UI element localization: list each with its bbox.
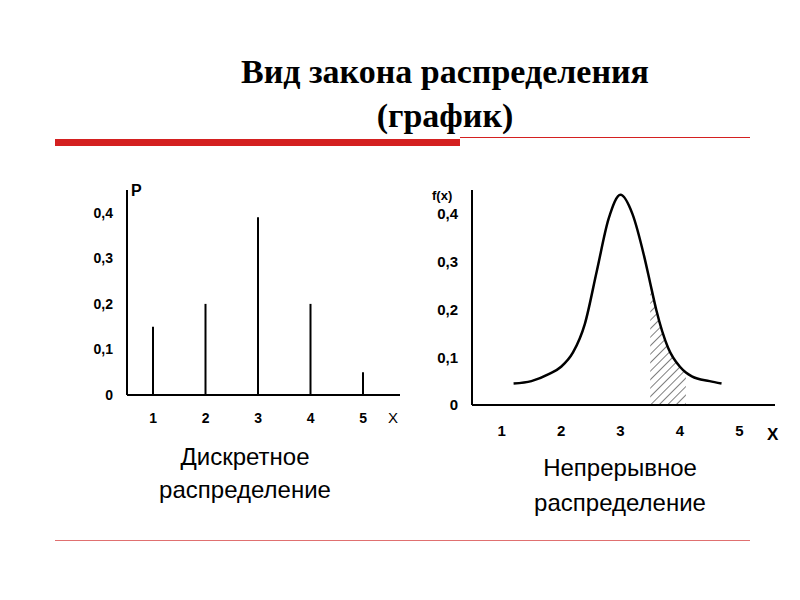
- svg-text:0,3: 0,3: [94, 250, 114, 266]
- svg-text:0,2: 0,2: [437, 301, 458, 318]
- svg-text:0: 0: [105, 387, 113, 403]
- svg-text:0: 0: [450, 396, 458, 413]
- svg-text:0,1: 0,1: [437, 349, 458, 366]
- svg-text:3: 3: [254, 410, 262, 426]
- svg-text:0,3: 0,3: [437, 253, 458, 270]
- html-text:f(x): f(x): [432, 188, 453, 203]
- svg-text:4: 4: [676, 422, 685, 439]
- svg-text:4: 4: [307, 410, 315, 426]
- svg-text:5: 5: [359, 410, 367, 426]
- html-text:Дискретное распределение: Дискретное распределение: [159, 443, 331, 503]
- svg-text:2: 2: [557, 422, 565, 439]
- html-text:Вид закона распределения (граф: Вид закона распределения (график): [241, 53, 649, 134]
- svg-text:1: 1: [149, 410, 157, 426]
- svg-text:0,1: 0,1: [94, 341, 114, 357]
- html-text:P: P: [131, 182, 142, 199]
- svg-text:3: 3: [616, 422, 624, 439]
- html-text:X: X: [388, 409, 398, 426]
- svg-text:2: 2: [202, 410, 210, 426]
- svg-text:1: 1: [498, 422, 506, 439]
- html-text:X: X: [767, 425, 779, 444]
- svg-text:5: 5: [735, 422, 743, 439]
- svg-text:0,4: 0,4: [437, 205, 459, 222]
- svg-text:0,4: 0,4: [94, 205, 114, 221]
- html-text:Непрерывное распределение: Непрерывное распределение: [534, 454, 706, 516]
- svg-text:0,2: 0,2: [94, 296, 114, 312]
